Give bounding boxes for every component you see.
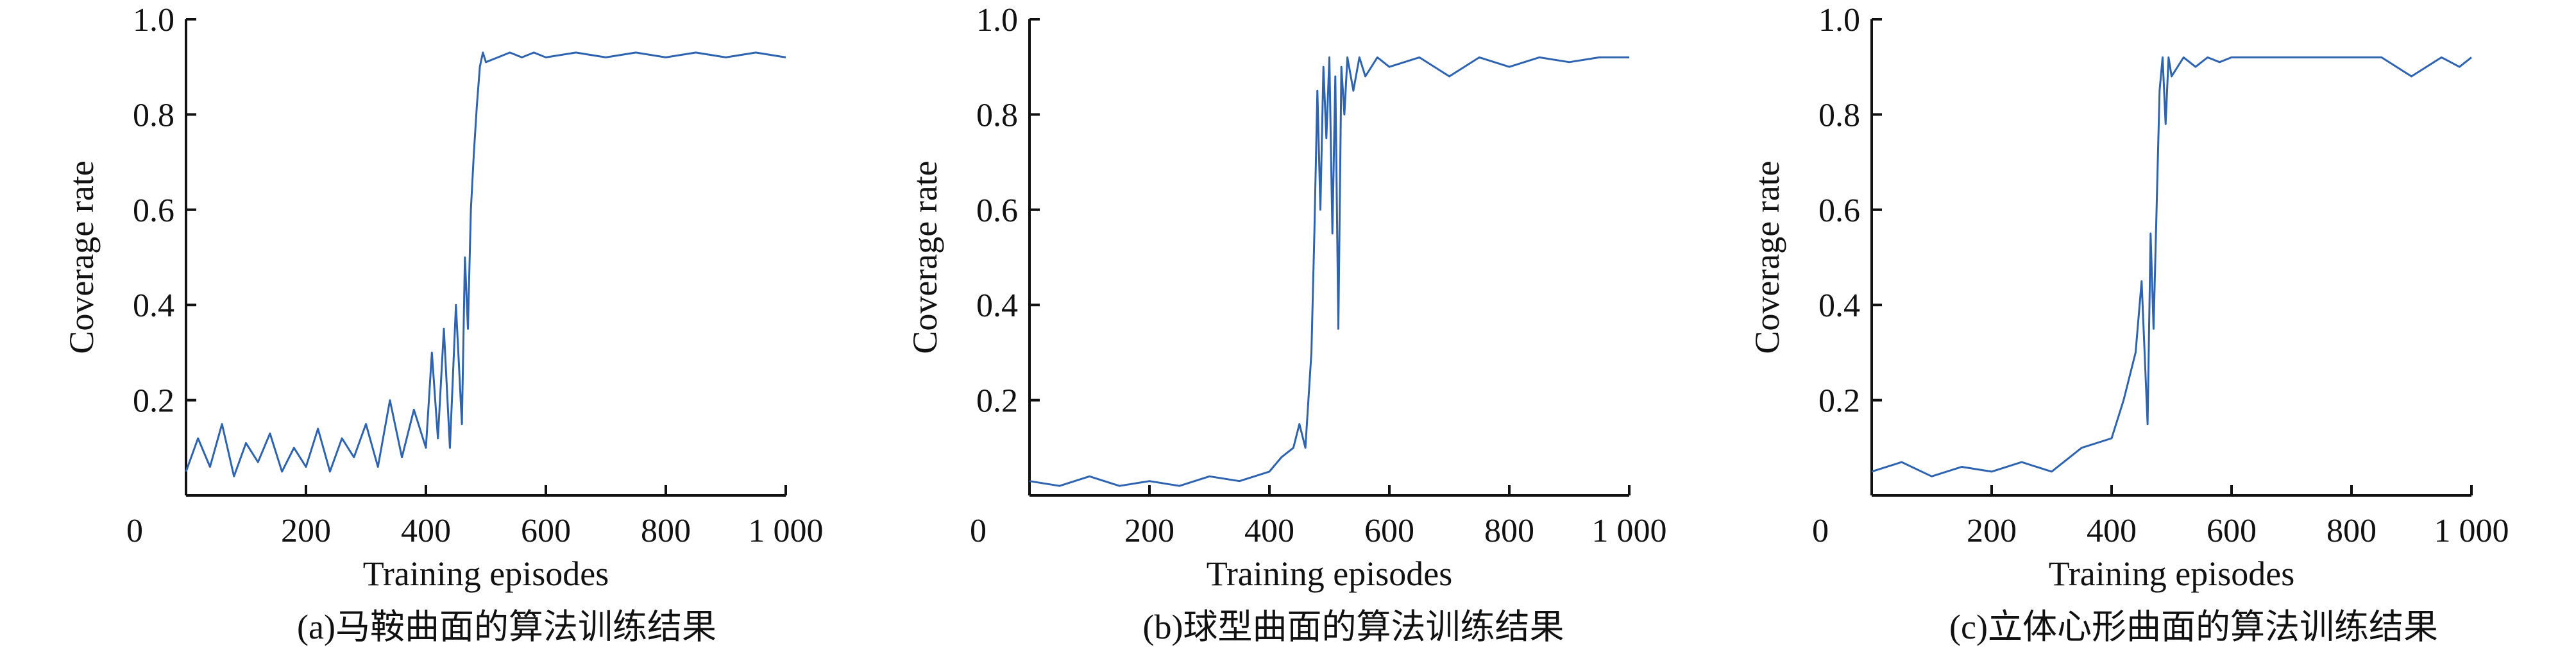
x-tick-label: 200 (1967, 513, 2017, 549)
y-axis-label: Coverage rate (906, 160, 944, 354)
y-tick-label: 0.8 (1818, 97, 1860, 133)
x-tick-label: 1 000 (749, 513, 824, 549)
x-tick-label: 1 000 (1592, 513, 1667, 549)
x-tick-label: 800 (1484, 513, 1534, 549)
x-tick-label: 0 (970, 513, 987, 549)
y-axis-label: Coverage rate (62, 160, 101, 354)
y-tick-label: 0.2 (976, 383, 1018, 420)
x-axis-label: Training episodes (363, 554, 609, 593)
chart-panel-2: 0 200 400 600 800 1 000 0.2 0.4 0.6 0.8 1.0 Trainin… (906, 2, 1667, 646)
x-tick-label: 400 (401, 513, 451, 549)
y-tick-label: 0.6 (1818, 193, 1860, 229)
y-axis-label: Coverage rate (1748, 160, 1786, 354)
series-line-1 (1029, 56, 1629, 487)
y-tick-label: 1.0 (976, 2, 1018, 39)
x-tick-label: 600 (2207, 513, 2257, 549)
x-tick-label: 600 (521, 513, 571, 549)
y-tick-label: 0.6 (976, 193, 1018, 229)
y-tick-label: 0.6 (133, 193, 174, 229)
x-tick-label: 1 000 (2434, 513, 2509, 549)
y-tick-label: 0.4 (1818, 287, 1860, 324)
x-tick-label: 0 (126, 513, 143, 549)
y-tick-label: 1.0 (1818, 2, 1860, 39)
y-tick-label: 0.2 (133, 383, 174, 420)
x-tick-label: 600 (1364, 513, 1414, 549)
chart-panel-3: 0 200 400 600 800 1 000 0.2 0.4 0.6 0.8 1.0 Trainin… (1748, 2, 2509, 646)
x-tick-label: 800 (2326, 513, 2377, 549)
x-axis-label: Training episodes (2049, 554, 2295, 593)
x-tick-label: 200 (281, 513, 331, 549)
x-axis-label: Training episodes (1207, 554, 1453, 593)
y-tick-label: 0.2 (1818, 383, 1860, 420)
y-tick-label: 0.4 (976, 287, 1018, 324)
y-tick-label: 0.4 (133, 287, 174, 324)
y-tick-label: 1.0 (133, 2, 174, 39)
figure-caption: (b)球型曲面的算法训练结果 (1143, 608, 1564, 646)
x-tick-label: 400 (1244, 513, 1294, 549)
chart-panel-1: 0 200 400 600 800 1 000 0.2 0.4 0.6 0.8 1.0 Trainin… (62, 2, 824, 646)
series-line-1 (1871, 56, 2472, 477)
series-line-1 (185, 51, 786, 477)
y-tick-label: 0.8 (133, 97, 174, 133)
y-tick-label: 0.8 (976, 97, 1018, 133)
figure-caption: (c)立体心形曲面的算法训练结果 (1949, 608, 2438, 646)
x-tick-label: 200 (1124, 513, 1174, 549)
figure-caption: (a)马鞍曲面的算法训练结果 (297, 608, 716, 646)
x-tick-label: 0 (1812, 513, 1829, 549)
x-tick-label: 400 (2087, 513, 2137, 549)
x-tick-label: 800 (641, 513, 691, 549)
